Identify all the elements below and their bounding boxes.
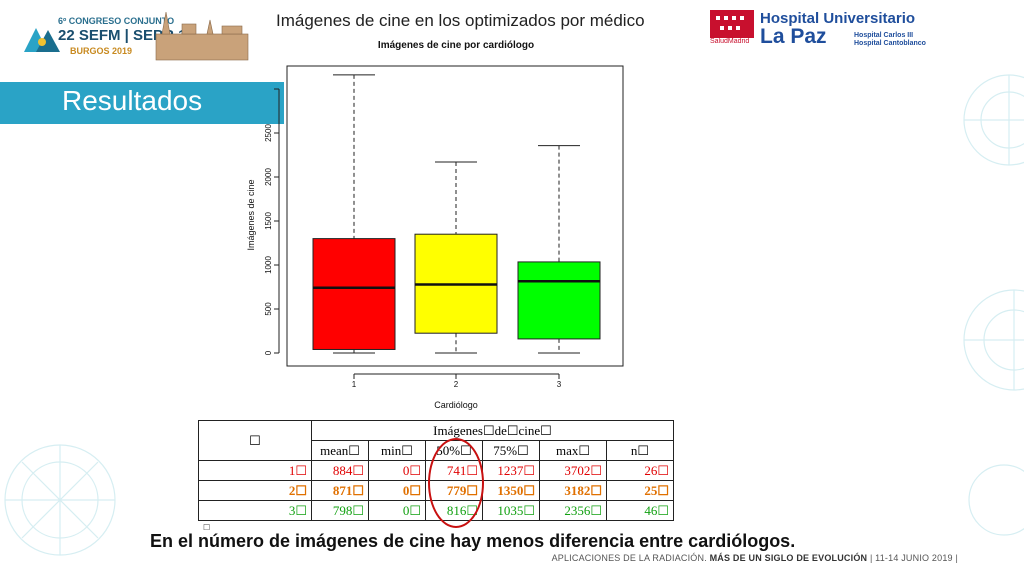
col-header: 75%☐ (482, 440, 540, 461)
table-row: 3☐ 798☐ 0☐ 816☐ 1035☐ 2356☐ 46☐ (198, 500, 674, 521)
table-cell: 884☐ (311, 460, 369, 481)
footer-dates: | 11-14 JUNIO 2019 | (869, 553, 958, 563)
congress-logo: 6º CONGRESO CONJUNTO 22 SEFM | SEPR 17 B… (22, 8, 262, 66)
y-axis: 0 500 1000 1500 2000 2500 (264, 88, 280, 355)
table-cell: 0☐ (368, 480, 426, 501)
table-cell: 0☐ (368, 500, 426, 521)
boxplot-chart: Imágenes de cine por cardiólogo Imágenes… (246, 40, 624, 410)
y-tick-label: 2000 (264, 168, 273, 186)
hospital-sub1: Hospital Carlos III (854, 32, 914, 39)
conclusion-text: En el número de imágenes de cine hay men… (150, 531, 796, 551)
x-tick-label: 1 (352, 380, 357, 389)
table-group-header: Imágenes☐de☐cine☐ (311, 420, 674, 441)
y-tick-label: 2500 (264, 124, 273, 142)
section-banner: Resultados (0, 82, 284, 124)
statistics-table: ☐ Imágenes☐de☐cine☐ mean☐ min☐ 50%☐ 75%☐… (198, 420, 674, 521)
y-axis-label: Imágenes de cine (246, 179, 256, 250)
hospital-logo: SaludMadrid Hospital Universitario La Pa… (708, 8, 938, 50)
col-header: max☐ (539, 440, 607, 461)
stray-mark: ☐ (203, 523, 211, 532)
y-tick-label: 1500 (264, 212, 273, 230)
congress-line1: 6º CONGRESO CONJUNTO (58, 16, 175, 26)
footer-text: APLICACIONES DE LA RADIACIÓN. (551, 553, 707, 563)
table-cell: 1035☐ (482, 500, 540, 521)
footer: APLICACIONES DE LA RADIACIÓN. MÁS DE UN … (552, 553, 958, 563)
x-tick-label: 3 (557, 380, 562, 389)
table-cell: 25☐ (606, 480, 674, 501)
saludmadrid-label: SaludMadrid (710, 38, 750, 45)
chart-title: Imágenes de cine por cardiólogo (378, 40, 534, 51)
y-tick-label: 500 (264, 302, 273, 316)
table-cell: 3702☐ (539, 460, 607, 481)
table-cell: 0☐ (368, 460, 426, 481)
row-label: 3☐ (198, 500, 312, 521)
table-cell: 871☐ (311, 480, 369, 501)
plot-frame (286, 65, 624, 367)
table-cell: 3182☐ (539, 480, 607, 501)
table-cell: 2356☐ (539, 500, 607, 521)
footer-bold: MÁS DE UN SIGLO DE EVOLUCIÓN (709, 553, 868, 563)
section-title: Resultados (62, 85, 203, 116)
col-header: min☐ (368, 440, 426, 461)
cathedral-icon (155, 11, 249, 61)
snowflake-ornament-right (963, 74, 1024, 536)
table-corner-cell: ☐ (198, 420, 312, 461)
col-header: mean☐ (311, 440, 369, 461)
congress-line3: BURGOS 2019 (70, 46, 133, 56)
x-axis-label: Cardiólogo (434, 400, 478, 410)
snowflake-ornament-left (4, 444, 116, 556)
hospital-name-line2: La Paz (760, 25, 827, 48)
table-cell: 1237☐ (482, 460, 540, 481)
row-label: 2☐ (198, 480, 312, 501)
table-cell: 798☐ (311, 500, 369, 521)
x-axis: 1 2 3 (352, 373, 562, 389)
congress-emblem-icon (24, 28, 60, 52)
slide-title: Imágenes de cine en los optimizados por … (276, 11, 645, 30)
box-3 (517, 261, 601, 340)
table-cell: 26☐ (606, 460, 674, 481)
row-label: 1☐ (198, 460, 312, 481)
boxes-layer (312, 74, 601, 354)
box-1 (312, 238, 396, 350)
hospital-name-line1: Hospital Universitario (760, 10, 916, 27)
y-tick-label: 1000 (264, 256, 273, 274)
table-cell: 1350☐ (482, 480, 540, 501)
hospital-sub2: Hospital Cantoblanco (854, 40, 926, 47)
median-highlight-circle (428, 438, 484, 528)
x-tick-label: 2 (454, 380, 459, 389)
table-cell: 46☐ (606, 500, 674, 521)
y-tick-label: 0 (264, 350, 273, 355)
madrid-flag-icon (710, 10, 754, 38)
col-header: n☐ (606, 440, 674, 461)
